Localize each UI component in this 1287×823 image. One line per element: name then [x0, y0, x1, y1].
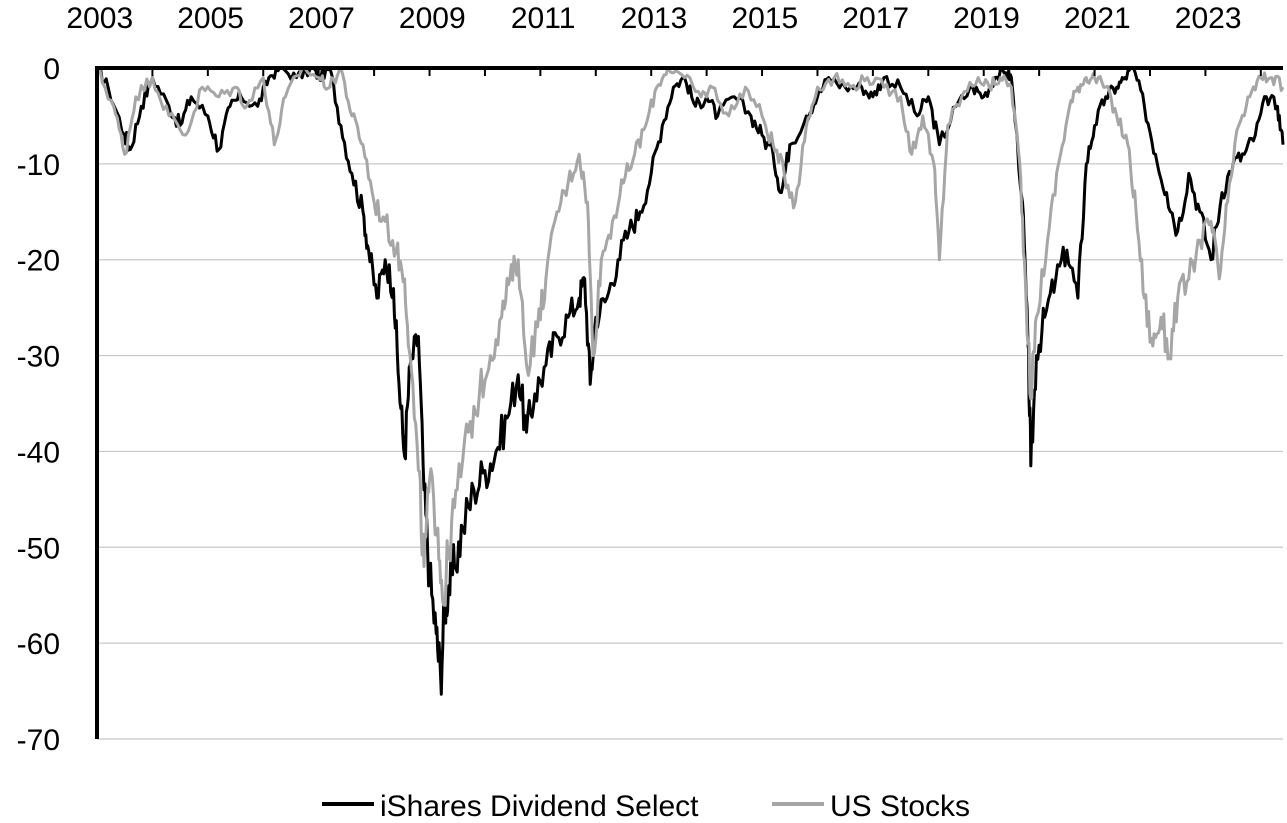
x-tick-labels: 2003 2005 2007 2009 2011 2013 2015 2017 2019 2021…	[66, 2, 1241, 35]
gridlines	[97, 163, 1283, 740]
legend-label: iShares Dividend Select	[380, 790, 699, 823]
legend-label: US Stocks	[830, 790, 970, 823]
x-tick-label: 2015	[731, 2, 798, 35]
series-line-us-stocks	[96, 66, 1285, 607]
x-tick-label: 2007	[288, 2, 355, 35]
x-tick-label: 2023	[1175, 2, 1242, 35]
y-tick-label: -20	[17, 245, 60, 278]
legend: iShares Dividend Select US Stocks	[322, 790, 970, 823]
y-tick-label: -30	[17, 341, 60, 374]
y-tick-label: -40	[17, 436, 60, 469]
series-lines	[96, 66, 1285, 696]
y-tick-label: -60	[17, 628, 60, 661]
y-tick-label: -10	[17, 149, 60, 182]
y-tick-labels: 0 -10 -20 -30 -40 -50 -60 -70	[17, 53, 60, 757]
y-tick-label: 0	[43, 53, 60, 86]
axes	[95, 66, 1283, 739]
x-tick-label: 2009	[399, 2, 466, 35]
series-line-ishares-dividend-select	[97, 66, 1285, 696]
x-tick-label: 2017	[842, 2, 909, 35]
y-tick-label: -70	[17, 724, 60, 757]
x-tick-label: 2019	[953, 2, 1020, 35]
y-tick-label: -50	[17, 532, 60, 565]
x-tick-label: 2003	[66, 2, 133, 35]
x-tick-label: 2011	[511, 2, 576, 35]
x-tick-label: 2013	[621, 2, 688, 35]
x-tick-label: 2005	[177, 2, 244, 35]
x-tick-label: 2021	[1064, 2, 1131, 35]
